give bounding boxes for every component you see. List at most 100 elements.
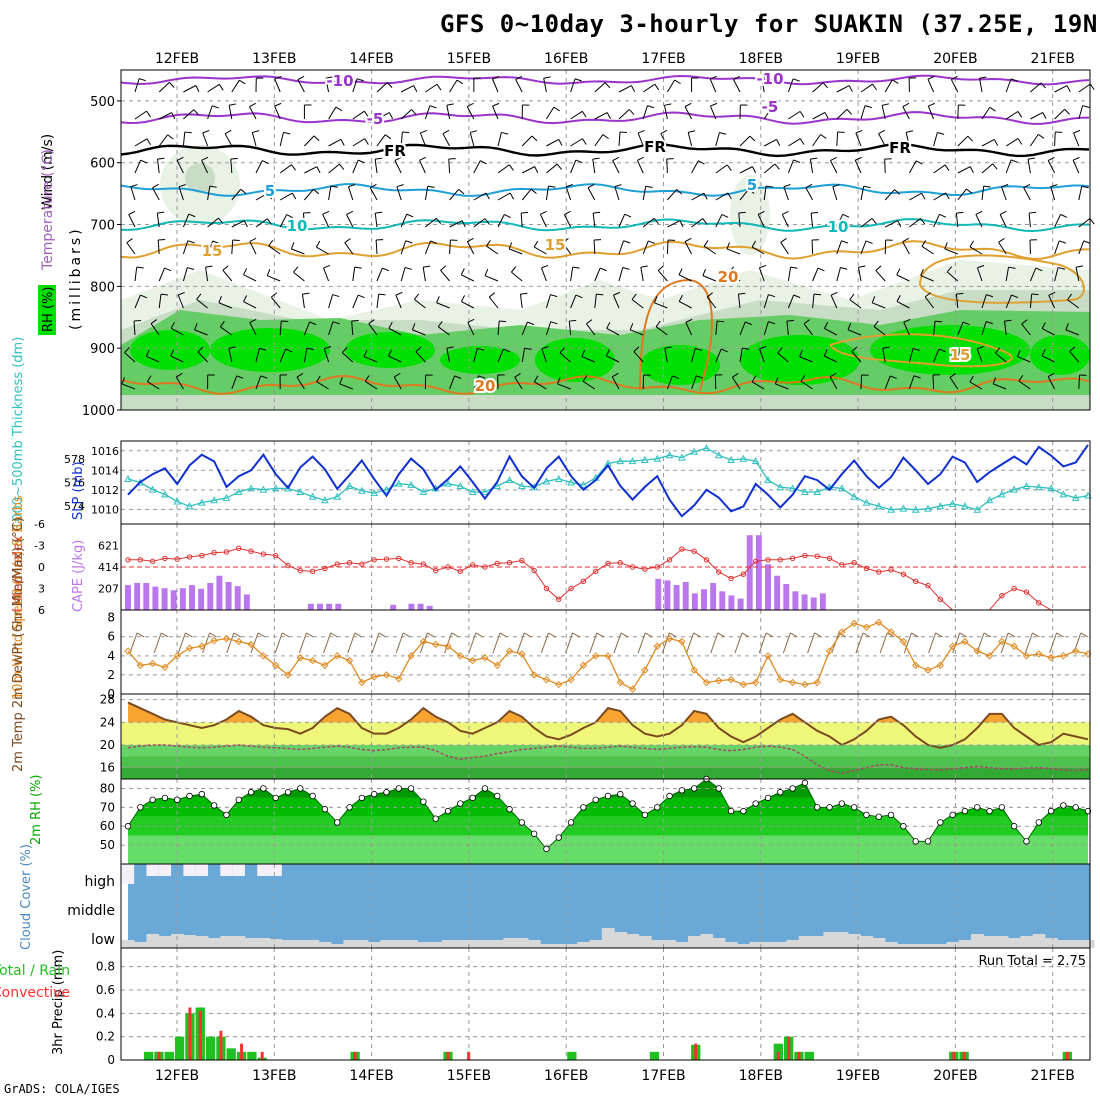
rh-marker	[666, 792, 673, 800]
precip-total-bar	[144, 1051, 154, 1060]
panel-frame	[120, 69, 1091, 411]
contour-label: -10	[326, 72, 353, 90]
wind-barb	[461, 220, 466, 228]
thickness-marker	[911, 505, 920, 513]
wind-barb	[475, 632, 484, 638]
wind-barb	[787, 159, 794, 174]
wind-barb	[872, 83, 877, 91]
wind-barb	[274, 105, 281, 120]
wind-barb	[871, 296, 876, 304]
cape-bar	[765, 564, 771, 610]
wind-barb	[400, 240, 407, 255]
thickness-marker	[616, 457, 625, 465]
lifted-index-marker	[666, 557, 673, 563]
lifted-index-marker	[519, 557, 525, 564]
wind-barb	[183, 109, 195, 120]
wind-barb	[516, 632, 525, 654]
dewpt-line	[127, 744, 1089, 775]
wind-barb	[344, 238, 351, 243]
cape-bar	[682, 581, 689, 610]
cloud-low	[835, 932, 849, 948]
wind-barb	[933, 164, 946, 174]
wind-barb	[134, 110, 147, 120]
wind-barb	[741, 632, 750, 638]
wind-barb	[813, 293, 822, 296]
wind-barb	[531, 135, 538, 142]
wind-barb	[368, 323, 378, 336]
wind-barb	[587, 183, 595, 189]
dewpt-band	[121, 756, 1090, 768]
wind-barb	[461, 301, 475, 309]
wind-barb	[949, 377, 959, 390]
wind-barb	[589, 632, 598, 654]
wind-barb	[231, 188, 242, 201]
thickness-marker	[813, 487, 822, 495]
lifted-index-marker	[752, 558, 759, 564]
rh-marker	[149, 796, 156, 803]
wind-barb	[981, 107, 991, 120]
precip-conv-bar	[467, 1051, 471, 1060]
wind-barb	[1029, 134, 1039, 147]
wind-barb	[1069, 346, 1076, 352]
cape-bar	[801, 594, 808, 610]
wind-barb	[157, 157, 165, 160]
wind-barb	[878, 129, 885, 135]
wind-speed-marker	[567, 675, 575, 684]
wind-barb	[411, 109, 417, 116]
wind-speed-marker	[604, 652, 612, 660]
wind-barb	[758, 632, 767, 654]
temp-contour	[120, 240, 1090, 260]
wind-barb	[346, 214, 354, 228]
wind-barb	[375, 211, 383, 214]
wind-barb	[691, 375, 697, 390]
thickness-marker	[924, 504, 932, 512]
wind-barb	[492, 75, 500, 80]
wind-barb	[781, 214, 789, 228]
wind-barb	[458, 188, 465, 195]
wind-barb	[903, 321, 910, 336]
wind-barb	[297, 75, 305, 81]
wind-barb	[344, 242, 354, 255]
wind-barb	[586, 323, 596, 336]
rh-marker	[580, 804, 587, 811]
cloud-high	[269, 864, 282, 876]
temp-contour	[120, 218, 1090, 233]
wind-barb	[323, 632, 332, 654]
wind-barb	[575, 294, 583, 299]
wind-barb	[486, 240, 491, 247]
wind-barb	[437, 320, 443, 328]
rh-tick-label: 60	[100, 819, 115, 833]
y-tick-label: 500	[90, 95, 115, 110]
wind-barb	[728, 271, 741, 282]
wind-speed-marker	[148, 659, 157, 668]
rh-marker	[1060, 802, 1067, 809]
wind-barb	[678, 301, 692, 309]
rh-marker	[198, 790, 206, 798]
wind-barb	[374, 213, 378, 228]
rh-marker	[469, 794, 476, 802]
wind-barb	[283, 131, 291, 135]
wind-barb	[454, 375, 462, 379]
wind-barb	[170, 349, 175, 357]
thickness-marker	[850, 492, 858, 500]
wind-barb	[460, 295, 466, 302]
wind-barb	[262, 160, 269, 165]
wind-barb	[520, 292, 528, 295]
wind-barb	[449, 79, 458, 93]
thickness-marker	[936, 502, 945, 510]
wind-barb	[492, 105, 499, 120]
thickness-marker	[468, 487, 477, 495]
wind-barb	[1080, 632, 1089, 638]
wind-barb	[985, 321, 993, 325]
wind-barb	[823, 322, 829, 329]
wind-barb	[468, 632, 477, 654]
y-axis-label-precip: 3hr Precip (mm)	[51, 950, 66, 1055]
rh-marker	[949, 811, 956, 819]
wind-barb	[678, 274, 692, 282]
wind-barb	[981, 321, 987, 336]
wind-barb	[301, 294, 305, 309]
wind-barb	[790, 632, 798, 638]
wind-barb	[477, 347, 485, 351]
wind-barb	[836, 214, 844, 228]
